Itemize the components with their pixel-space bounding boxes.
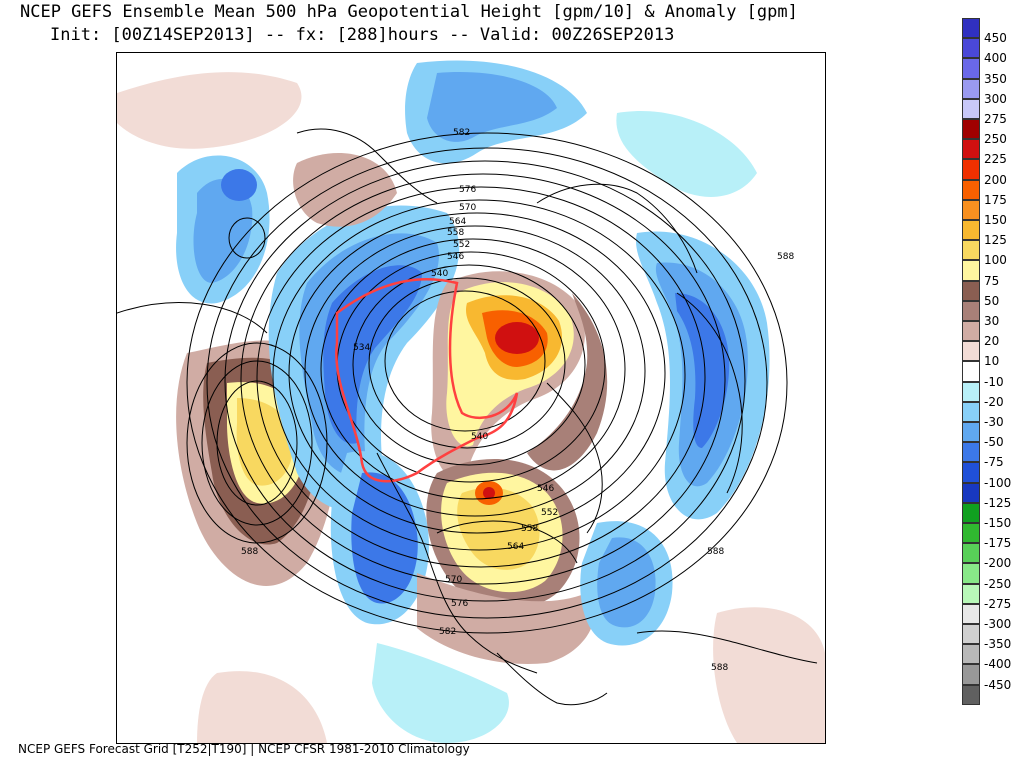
colorbar-label: -125: [984, 495, 1012, 510]
colorbar-swatch: [962, 341, 980, 362]
colorbar-label: 50: [984, 293, 1000, 308]
colorbar-swatch: [962, 401, 980, 422]
colorbar-label: 125: [984, 233, 1007, 248]
colorbar-label: -50: [984, 435, 1004, 450]
colorbar-label: 350: [984, 71, 1007, 86]
colorbar-swatch: [962, 280, 980, 301]
colorbar-swatch: [962, 482, 980, 503]
contour-label: 534: [353, 343, 370, 353]
colorbar-swatch: [962, 624, 980, 645]
colorbar-swatch: [962, 502, 980, 523]
colorbar-label: -450: [984, 677, 1012, 692]
contour-540-highlight: [335, 278, 519, 483]
contour-label: 552: [541, 508, 558, 518]
anomaly-shading: [117, 60, 825, 743]
colorbar-label: -75: [984, 455, 1004, 470]
colorbar-label: -300: [984, 617, 1012, 631]
colorbar-label: 200: [984, 172, 1007, 187]
colorbar-swatch: [962, 199, 980, 220]
colorbar-swatch: [962, 603, 980, 624]
contour-label: 588: [241, 547, 258, 557]
coastlines: [296, 128, 743, 706]
colorbar-label: 275: [984, 112, 1007, 126]
colorbar-swatch: [962, 179, 980, 200]
contour-label: 558: [447, 228, 464, 238]
contour-label: 582: [439, 627, 456, 637]
colorbar-label: -350: [984, 637, 1012, 652]
colorbar-label: 10: [984, 354, 1000, 369]
contour-label: 588: [707, 547, 724, 557]
contour-label: 540: [471, 432, 488, 442]
contour-label: 558: [521, 524, 538, 534]
colorbar-swatch: [962, 139, 980, 160]
anomaly-positive-nw: [117, 72, 302, 149]
contour-label: 588: [777, 252, 794, 262]
colorbar-label: -100: [984, 475, 1012, 490]
colorbar-label: -20: [984, 394, 1004, 409]
colorbar-swatch: [962, 58, 980, 79]
contour-label: 576: [451, 599, 468, 609]
colorbar-swatch: [962, 523, 980, 544]
colorbar-label: 400: [984, 51, 1007, 66]
chart-title-line2: Init: [00Z14SEP2013] -- fx: [288]hours -…: [50, 25, 675, 45]
colorbar-label: -200: [984, 556, 1012, 571]
polar-stereographic-map: 582 576 570 564 558 552 546 540 534 540 …: [116, 52, 826, 744]
colorbar-swatch: [962, 361, 980, 382]
colorbar-label: -275: [984, 596, 1012, 611]
colorbar-swatch: [962, 462, 980, 483]
colorbar-label: 300: [984, 91, 1007, 106]
contour-label: 552: [453, 240, 470, 250]
colorbar-label: -150: [984, 516, 1012, 530]
contour-label: 564: [507, 542, 524, 552]
colorbar-label: 150: [984, 213, 1007, 227]
contour-label: 576: [459, 185, 476, 195]
colorbar-swatch: [962, 563, 980, 584]
colorbar-swatch: [962, 159, 980, 180]
colorbar-swatch: [962, 381, 980, 402]
colorbar-swatch: [962, 583, 980, 604]
footer-source: NCEP GEFS Forecast Grid [T252|T190] | NC…: [18, 742, 470, 756]
contour-label: 564: [449, 217, 466, 227]
colorbar-swatch: [962, 664, 980, 685]
colorbar-label: -10: [984, 374, 1004, 389]
colorbar-label: 75: [984, 273, 1000, 288]
chart-title-line1: NCEP GEFS Ensemble Mean 500 hPa Geopoten…: [20, 2, 798, 22]
contour-labels: 582 576 570 564 558 552 546 540 534 540 …: [241, 128, 794, 673]
colorbar-label: 450: [984, 31, 1007, 46]
colorbar-swatch: [962, 442, 980, 463]
colorbar-label: 100: [984, 253, 1007, 268]
colorbar-swatch: [962, 422, 980, 443]
colorbar-swatch: [962, 240, 980, 261]
colorbar-label: 225: [984, 152, 1007, 167]
contour-label: 582: [453, 128, 470, 138]
colorbar-swatch: [962, 684, 980, 705]
colorbar-swatch: [962, 321, 980, 342]
colorbar-swatch: [962, 220, 980, 241]
colorbar-swatch: [962, 260, 980, 281]
height-contours: [117, 132, 818, 664]
colorbar-swatch: [962, 18, 980, 39]
colorbar-swatch: [962, 119, 980, 140]
colorbar-swatch: [962, 98, 980, 119]
colorbar-label: -30: [984, 415, 1004, 429]
contour-label: 570: [459, 203, 476, 213]
colorbar-label: -400: [984, 657, 1012, 672]
map-svg: 582 576 570 564 558 552 546 540 534 540 …: [117, 60, 825, 743]
colorbar-label: 20: [984, 334, 1000, 349]
contour-label: 546: [447, 252, 464, 262]
colorbar-swatch: [962, 300, 980, 321]
contour-label: 540: [431, 269, 448, 279]
contour-label: 570: [445, 575, 462, 585]
colorbar-label: 250: [984, 132, 1007, 147]
colorbar-label: -175: [984, 536, 1012, 551]
colorbar-swatch: [962, 78, 980, 99]
colorbar-swatch: [962, 543, 980, 564]
colorbar-label: 30: [984, 314, 1000, 328]
colorbar-label: -250: [984, 576, 1012, 591]
colorbar-swatch: [962, 38, 980, 59]
colorbar-swatch: [962, 644, 980, 665]
contour-label: 546: [537, 484, 554, 494]
contour-label: 588: [711, 663, 728, 673]
colorbar-label: 175: [984, 192, 1007, 207]
